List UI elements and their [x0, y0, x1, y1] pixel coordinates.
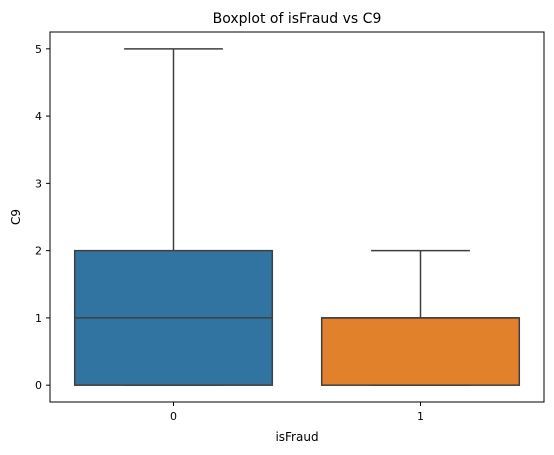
y-axis-label: C9 — [9, 209, 23, 225]
axes-frame — [49, 31, 545, 403]
x-tick-label: 1 — [417, 410, 424, 423]
y-tick-label: 0 — [35, 379, 42, 392]
y-tick-label: 1 — [35, 312, 42, 325]
y-tick-label: 4 — [35, 110, 42, 123]
y-tick-label: 2 — [35, 245, 42, 258]
y-tick-label: 5 — [35, 43, 42, 56]
plot-area: 0 1 2 3 4 5 0 1 — [35, 31, 545, 423]
box-1 — [320, 317, 521, 386]
chart-title: Boxplot of isFraud vs C9 — [213, 11, 382, 27]
x-tick-label: 0 — [170, 410, 177, 423]
y-tick-label: 3 — [35, 177, 42, 190]
x-axis-label: isFraud — [275, 430, 318, 444]
